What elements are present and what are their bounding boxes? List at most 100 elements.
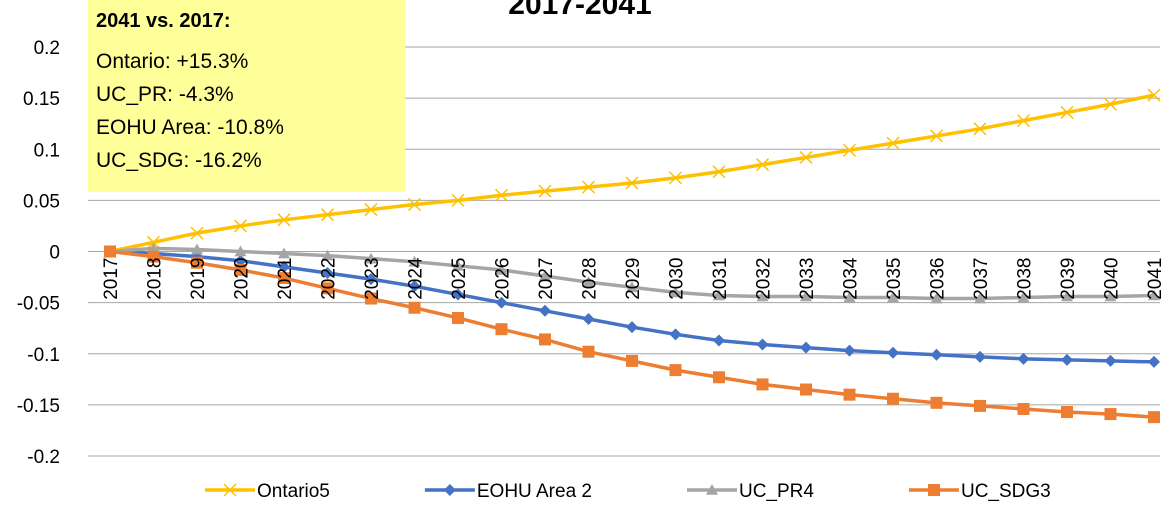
data-point bbox=[494, 188, 509, 202]
x-tick-label: 2039 bbox=[1058, 258, 1079, 300]
legend-label: UC_PR4 bbox=[739, 481, 814, 502]
data-point bbox=[495, 323, 508, 336]
x-tick-label: 2019 bbox=[188, 258, 209, 300]
y-tick-label: 0.15 bbox=[23, 89, 60, 110]
data-point bbox=[277, 213, 291, 227]
data-point bbox=[495, 296, 508, 309]
data-point bbox=[800, 290, 812, 302]
data-point bbox=[1148, 411, 1160, 424]
data-point bbox=[927, 484, 940, 496]
x-tick-label: 2022 bbox=[319, 258, 340, 300]
data-point bbox=[539, 304, 551, 317]
data-point bbox=[452, 311, 464, 324]
data-point bbox=[974, 399, 986, 412]
x-tick-label: 2017 bbox=[101, 258, 122, 300]
data-point bbox=[1060, 105, 1074, 119]
data-point bbox=[234, 254, 247, 267]
annotation-line: UC_PR: -4.3% bbox=[96, 83, 234, 106]
data-point bbox=[625, 176, 639, 190]
data-point bbox=[930, 348, 943, 361]
legend-label: Ontario5 bbox=[257, 481, 330, 502]
data-point bbox=[756, 378, 769, 391]
y-tick-label: -0.05 bbox=[17, 294, 60, 315]
data-point bbox=[1148, 355, 1160, 368]
x-tick-label: 2023 bbox=[362, 258, 383, 300]
data-point bbox=[755, 158, 770, 172]
x-tick-label: 2020 bbox=[232, 258, 253, 300]
data-point bbox=[1104, 408, 1117, 421]
data-point bbox=[146, 235, 161, 249]
data-point bbox=[669, 328, 682, 341]
data-point bbox=[800, 383, 812, 396]
annotation-heading: 2041 vs. 2017: bbox=[96, 10, 231, 32]
data-point bbox=[843, 344, 856, 357]
data-point bbox=[887, 392, 899, 405]
data-point bbox=[452, 288, 464, 301]
x-tick-label: 2036 bbox=[928, 258, 949, 300]
data-point bbox=[887, 291, 899, 303]
data-point bbox=[1104, 354, 1117, 367]
data-point bbox=[930, 292, 943, 304]
data-point bbox=[843, 388, 856, 401]
x-tick-label: 2024 bbox=[406, 257, 427, 300]
data-point bbox=[365, 252, 377, 264]
data-point bbox=[278, 247, 290, 259]
data-point bbox=[408, 255, 421, 267]
data-point bbox=[842, 143, 857, 157]
data-point bbox=[756, 290, 769, 302]
data-point bbox=[712, 165, 726, 179]
data-point bbox=[278, 260, 290, 273]
data-point bbox=[223, 483, 237, 497]
x-tick-label: 2033 bbox=[797, 258, 818, 300]
data-point bbox=[887, 346, 899, 359]
data-point bbox=[539, 333, 551, 346]
data-point bbox=[407, 197, 422, 211]
data-point bbox=[104, 245, 116, 258]
y-tick-label: -0.2 bbox=[27, 447, 60, 468]
legend-label: EOHU Area 2 bbox=[477, 481, 592, 502]
data-point bbox=[886, 136, 900, 150]
y-tick-label: 0.2 bbox=[34, 38, 60, 59]
data-point bbox=[713, 371, 725, 384]
data-point bbox=[1017, 352, 1030, 365]
data-point bbox=[1017, 291, 1030, 303]
data-point bbox=[278, 272, 290, 285]
y-tick-label: 0.05 bbox=[23, 191, 60, 212]
data-point bbox=[799, 150, 813, 164]
x-tick-label: 2030 bbox=[667, 258, 688, 300]
y-tick-label: 0 bbox=[49, 243, 60, 264]
data-point bbox=[973, 122, 987, 136]
x-tick-label: 2032 bbox=[754, 258, 775, 300]
x-tick-label: 2037 bbox=[971, 258, 992, 300]
data-point bbox=[705, 484, 718, 495]
data-point bbox=[443, 484, 456, 496]
data-point bbox=[1103, 97, 1118, 111]
annotation-box bbox=[88, 0, 405, 192]
annotation-line: EOHU Area: -10.8% bbox=[96, 116, 284, 139]
data-point bbox=[147, 242, 160, 254]
data-point bbox=[581, 180, 596, 194]
x-tick-label: 2021 bbox=[275, 258, 296, 300]
data-point bbox=[321, 282, 334, 295]
data-point bbox=[756, 338, 769, 351]
data-point bbox=[582, 276, 595, 287]
data-point bbox=[1104, 290, 1117, 302]
x-tick-label: 2029 bbox=[623, 258, 644, 300]
data-point bbox=[321, 249, 334, 261]
data-point bbox=[669, 364, 682, 377]
y-tick-label: 0.1 bbox=[34, 140, 60, 161]
data-point bbox=[626, 354, 638, 367]
data-point bbox=[1148, 289, 1160, 301]
data-point bbox=[582, 312, 595, 325]
data-point bbox=[668, 171, 683, 185]
data-point bbox=[800, 341, 812, 354]
data-point bbox=[408, 280, 421, 293]
data-point bbox=[408, 301, 421, 314]
data-point bbox=[1061, 406, 1073, 419]
data-point bbox=[626, 281, 638, 293]
data-point bbox=[539, 270, 551, 281]
data-point bbox=[1061, 353, 1073, 366]
data-point bbox=[190, 226, 204, 240]
data-point bbox=[452, 259, 464, 271]
